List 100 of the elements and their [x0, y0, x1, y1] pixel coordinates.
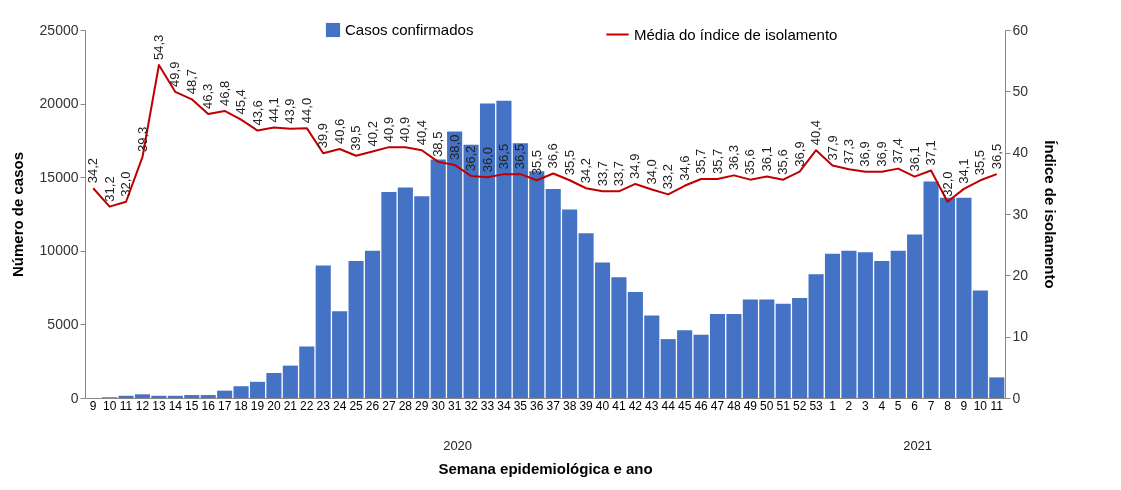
x-tick-label: 35: [513, 398, 528, 413]
data-label: 32,0: [118, 171, 134, 197]
x-tick-label: 6: [911, 398, 919, 413]
data-label: 45,4: [233, 89, 249, 115]
y2-tick-label: 20: [1012, 266, 1029, 283]
x-tick-label: 52: [792, 398, 807, 413]
data-label: 36,5: [495, 143, 511, 170]
x-tick-label: 41: [612, 398, 626, 413]
y2-tick-label: 10: [1012, 328, 1029, 345]
x-tick-label: 17: [217, 398, 232, 413]
x-tick-label: 51: [776, 398, 791, 413]
x-tick-label: 26: [365, 398, 380, 413]
x-tick-label: 8: [944, 398, 952, 413]
data-label: 36,1: [906, 146, 922, 172]
x-tick-label: 45: [677, 398, 692, 413]
data-label: 40,2: [364, 121, 380, 147]
data-label: 34,2: [85, 157, 101, 184]
y-tick-label: 15000: [39, 168, 79, 185]
data-label: 43,9: [282, 98, 298, 124]
data-label: 40,6: [331, 118, 347, 144]
x-tick-label: 31: [447, 398, 462, 413]
data-label: 48,7: [183, 68, 199, 95]
x-tick-label: 10: [102, 398, 117, 413]
x-tick-label: 29: [415, 398, 429, 413]
x-tick-label: 37: [546, 398, 561, 413]
legend-label: Média do índice de isolamento: [634, 25, 838, 43]
data-label: 46,3: [200, 83, 216, 110]
data-label: 33,2: [660, 164, 676, 190]
data-label: 35,6: [742, 149, 758, 175]
data-label: 40,4: [413, 119, 429, 146]
data-label: 34,9: [627, 153, 643, 179]
y-tick-label: 0: [70, 389, 79, 406]
x-tick-label: 40: [595, 398, 610, 413]
data-label: 39,9: [315, 122, 331, 149]
x-tick-label: 39: [579, 398, 594, 413]
x-tick-label: 19: [250, 398, 265, 413]
y-tick-label: 5000: [47, 315, 79, 332]
legend-label: Casos confirmados: [345, 21, 474, 38]
data-label: 40,9: [397, 116, 413, 143]
x-tick-label: 23: [316, 398, 331, 413]
x-tick-label: 50: [760, 398, 774, 413]
x-tick-label: 25: [349, 398, 364, 413]
data-label: 35,5: [972, 149, 988, 176]
x-tick-label: 9: [960, 398, 968, 413]
data-label: 43,6: [249, 100, 265, 126]
x-axis-title: Semana epidemiológica e ano: [438, 459, 653, 477]
x-tick-label: 9: [89, 398, 97, 413]
data-label: 36,1: [758, 146, 774, 172]
x-tick-label: 1: [829, 398, 837, 413]
text: 2020: [443, 438, 473, 453]
data-label: 54,3: [150, 34, 166, 60]
data-label: 36,6: [545, 143, 561, 169]
x-tick-label: 46: [694, 398, 709, 413]
data-label: 46,8: [216, 80, 232, 106]
x-tick-label: 18: [234, 398, 249, 413]
data-label: 34,6: [676, 155, 692, 181]
data-label: 34,0: [643, 159, 659, 185]
data-label: 44,0: [298, 97, 314, 124]
data-label: 35,6: [775, 149, 791, 175]
x-tick-label: 10: [973, 398, 988, 413]
x-tick-label: 21: [283, 398, 298, 413]
data-label: 34,2: [578, 157, 594, 184]
x-tick-label: 30: [431, 398, 446, 413]
data-label: 33,7: [594, 160, 610, 187]
y2-tick-label: 30: [1012, 205, 1029, 222]
data-label: 40,9: [380, 116, 396, 143]
data-label: 44,1: [265, 97, 281, 123]
x-tick-label: 15: [185, 398, 199, 413]
data-label: 37,4: [890, 138, 906, 164]
x-tick-label: 38: [562, 398, 577, 413]
x-tick-label: 5: [894, 398, 902, 413]
x-tick-label: 28: [398, 398, 413, 413]
x-tick-label: 11: [990, 398, 1004, 413]
text: 2021: [903, 438, 933, 453]
data-label: 36,5: [512, 143, 528, 170]
y-axis-title: Número de casos: [8, 151, 26, 278]
x-tick-label: 49: [743, 398, 758, 413]
y2-tick-label: 40: [1012, 144, 1029, 161]
x-tick-label: 14: [168, 398, 183, 413]
x-tick-label: 32: [464, 398, 479, 413]
data-label: 36,2: [463, 145, 479, 171]
data-label: 49,9: [167, 61, 183, 87]
x-tick-label: 27: [382, 398, 396, 413]
data-label: 35,5: [561, 149, 577, 176]
x-tick-label: 22: [300, 398, 314, 413]
y2-axis-title: Índice de isolamento: [1042, 140, 1060, 289]
x-tick-label: 3: [862, 398, 870, 413]
data-label: 37,3: [840, 138, 856, 165]
y2-tick-label: 50: [1012, 82, 1029, 99]
data-label: 37,1: [923, 140, 939, 166]
y-tick-label: 25000: [39, 21, 79, 38]
data-label: 31,2: [101, 176, 117, 202]
x-tick-label: 47: [710, 398, 725, 413]
x-tick-label: 48: [727, 398, 741, 413]
x-tick-label: 7: [927, 398, 935, 413]
data-label: 37,9: [824, 135, 840, 161]
data-label: 34,1: [955, 158, 971, 184]
data-label: 36,9: [791, 141, 807, 167]
data-label: 36,9: [873, 141, 889, 167]
x-tick-label: 44: [661, 398, 676, 413]
